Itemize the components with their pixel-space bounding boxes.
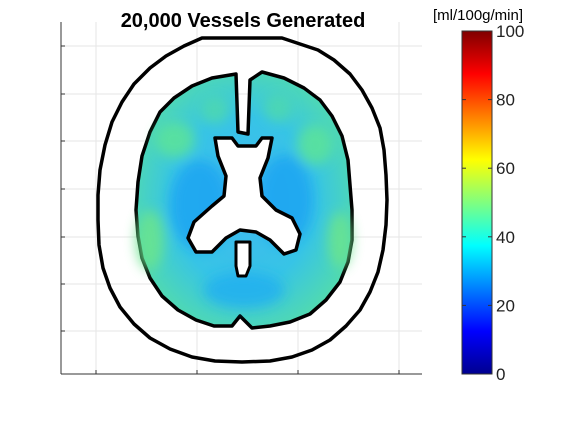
ventricles [186, 136, 302, 256]
colorbar-gradient [461, 30, 493, 375]
colorbar-tick-label: 40 [496, 228, 515, 247]
third-ventricle [234, 240, 252, 278]
chart-title: 20,000 Vessels Generated [121, 10, 366, 32]
colorbar: [ml/100g/min] 0 20 40 60 80 100 [433, 7, 524, 384]
plot-area [60, 22, 422, 375]
colorbar-tick-label: 20 [496, 296, 515, 315]
colorbar-tick-label: 60 [496, 159, 515, 178]
colorbar-tick-label: 100 [496, 22, 524, 41]
colorbar-ticks: 0 20 40 60 80 100 [462, 22, 524, 384]
colorbar-label: [ml/100g/min] [433, 7, 523, 24]
colorbar-tick-label: 0 [496, 365, 505, 384]
colorbar-tick-label: 80 [496, 91, 515, 110]
brain-perfusion-map [134, 70, 354, 330]
skull-outline [96, 36, 389, 364]
